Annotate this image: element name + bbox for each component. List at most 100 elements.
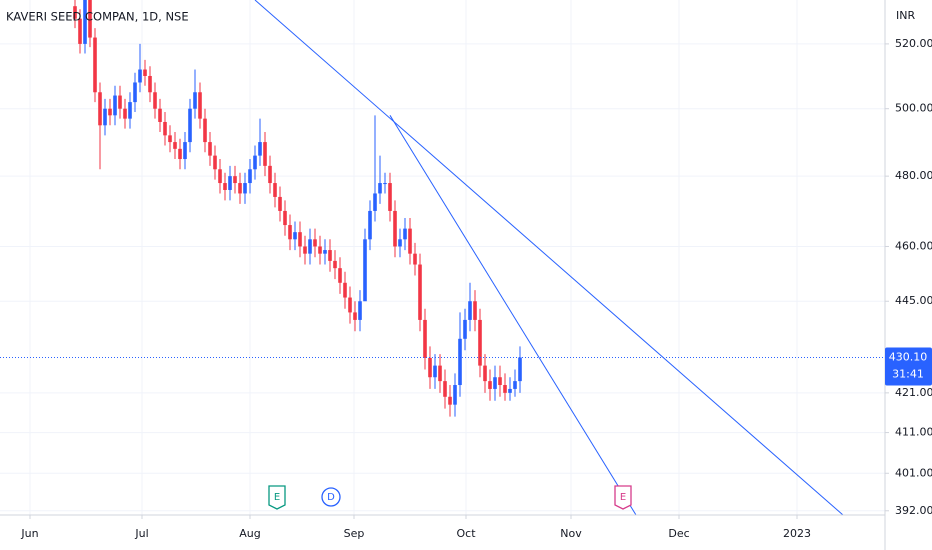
candle-body (268, 165, 272, 184)
candle-body (223, 183, 227, 190)
candle-body (263, 142, 267, 166)
candle-body (498, 377, 502, 386)
candle-body (98, 92, 102, 126)
candle-body (478, 319, 482, 366)
event-marker (268, 485, 286, 510)
candle-body (328, 250, 332, 261)
x-tick-label: Dec (668, 527, 689, 540)
candle-body (493, 377, 497, 389)
candle-body (123, 108, 127, 119)
x-tick-label: 2023 (783, 527, 811, 540)
candle-body (248, 169, 252, 184)
event-label: E (620, 492, 626, 503)
candle-body (383, 183, 387, 185)
candle-body (343, 282, 347, 298)
candle-body (93, 37, 97, 93)
candle-body (298, 232, 302, 247)
candle-body (158, 108, 162, 122)
candle-body (143, 69, 147, 76)
candle-body (213, 155, 217, 170)
candle-body (398, 239, 402, 247)
candle-body (378, 183, 382, 194)
candle-body (463, 319, 467, 339)
candle-body (73, 6, 77, 19)
candle-body (473, 301, 477, 320)
candle-body (168, 135, 172, 143)
candle-body (253, 155, 257, 170)
candle-body (413, 253, 417, 265)
grid (0, 0, 885, 515)
candle-body (198, 92, 202, 119)
y-tick-label: 421.00 (895, 386, 932, 399)
candle-body (278, 196, 282, 211)
candle-body (238, 183, 242, 194)
candle-body (258, 142, 262, 156)
trendline (389, 115, 637, 516)
candle-body (388, 183, 392, 211)
candle-body (178, 148, 182, 160)
candle-body (428, 357, 432, 378)
candle-body (393, 210, 397, 247)
candle-body (113, 95, 117, 116)
candle-body (103, 108, 107, 126)
candle-body (448, 396, 452, 405)
y-tick-label: 392.00 (895, 504, 932, 517)
candle-body (433, 365, 437, 378)
candle-body (443, 381, 447, 397)
candle-body (208, 142, 212, 156)
x-tick-label: Sep (344, 527, 365, 540)
candle-body (88, 0, 92, 38)
last-price-box (885, 347, 932, 386)
candle-body (438, 365, 442, 382)
candle-body (188, 108, 192, 143)
candle-body (408, 228, 412, 254)
candle-body (133, 82, 137, 103)
y-tick-label: 411.00 (895, 426, 932, 439)
candle-body (203, 118, 207, 143)
candle-body (453, 385, 457, 405)
candle-body (318, 246, 322, 254)
trendline (254, 0, 844, 516)
candle-body (218, 169, 222, 184)
candle-body (228, 176, 232, 190)
y-tick-label: 401.00 (895, 466, 932, 479)
x-tick-label: Aug (239, 527, 260, 540)
event-marker (614, 485, 632, 510)
candle-body (108, 108, 112, 116)
candle-body (233, 176, 237, 184)
candle-body (363, 239, 367, 302)
axes: 520.00 500.00 480.00 460.00 445.00 421.00 411.… (20, 37, 932, 540)
candle-body (333, 260, 337, 269)
candle-body (83, 0, 87, 44)
y-tick-label: 500.00 (895, 102, 932, 115)
x-tick-label: Jun (20, 527, 38, 540)
candle-body (138, 69, 142, 83)
x-tick-label: Oct (456, 527, 476, 540)
candle-body (283, 210, 287, 226)
candle-body (458, 338, 462, 386)
candle-body (338, 268, 342, 283)
y-tick-label: 520.00 (895, 37, 932, 50)
event-label: D (327, 492, 335, 503)
candle-body (273, 183, 277, 197)
candle-body (368, 210, 372, 240)
candle-body (418, 264, 422, 320)
y-tick-label: 480.00 (895, 169, 932, 182)
candle-body (348, 297, 352, 313)
candle-body (118, 95, 122, 109)
candle-body (403, 228, 407, 240)
candle-body (303, 246, 307, 254)
candle-body (243, 183, 247, 194)
candle-body (483, 365, 487, 382)
candle-body (488, 381, 492, 389)
candle-body (323, 250, 327, 254)
candle-body (423, 319, 427, 358)
candle-body (313, 239, 317, 247)
y-axis-label: INR (896, 9, 915, 22)
x-tick-label: Nov (560, 527, 582, 540)
event-label: E (274, 492, 280, 503)
candle-body (503, 385, 507, 393)
candle-body (193, 92, 197, 109)
candle-body (78, 18, 82, 44)
